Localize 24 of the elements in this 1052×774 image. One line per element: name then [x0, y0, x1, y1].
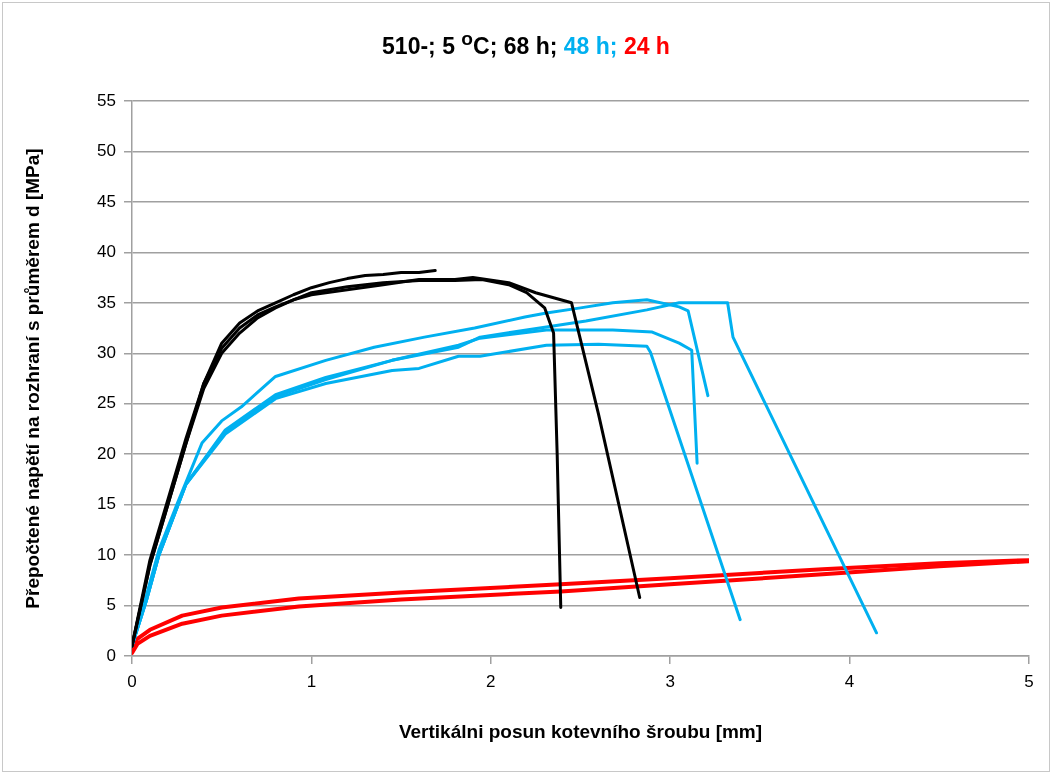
x-axis-title: Vertikálni posun kotevního šroubu [mm] — [398, 720, 763, 742]
text: 24 h — [623, 32, 670, 59]
x-tick-label: 5 — [1024, 671, 1034, 691]
x-tick-label: 3 — [665, 671, 675, 691]
y-tick-label: 55 — [97, 90, 116, 110]
y-tick-label: 0 — [106, 645, 116, 665]
text: 48 h; — [563, 32, 618, 59]
chart-title: 510-; 5 $^{o}$C; — [382, 28, 498, 59]
y-tick-label: 35 — [97, 292, 116, 312]
y-tick-label: 45 — [97, 191, 116, 211]
y-axis-title: Přepočtené napětí na rozhraní s průměrem d [MPa] — [21, 148, 43, 609]
y-tick-label: 50 — [97, 141, 116, 161]
x-tick-label: 4 — [844, 671, 855, 691]
y-tick-label: 25 — [97, 393, 116, 413]
x-tick-label: 1 — [306, 671, 317, 691]
x-tick-label: 0 — [127, 671, 137, 691]
x-tick-label: 2 — [486, 671, 496, 691]
y-tick-label: 15 — [97, 494, 116, 514]
text: 68 h; — [503, 32, 558, 59]
y-tick-label: 20 — [97, 443, 116, 463]
y-tick-label: 30 — [97, 342, 116, 362]
y-tick-label: 40 — [97, 242, 116, 262]
y-tick-label: 10 — [97, 544, 116, 564]
y-tick-label: 5 — [106, 595, 116, 615]
